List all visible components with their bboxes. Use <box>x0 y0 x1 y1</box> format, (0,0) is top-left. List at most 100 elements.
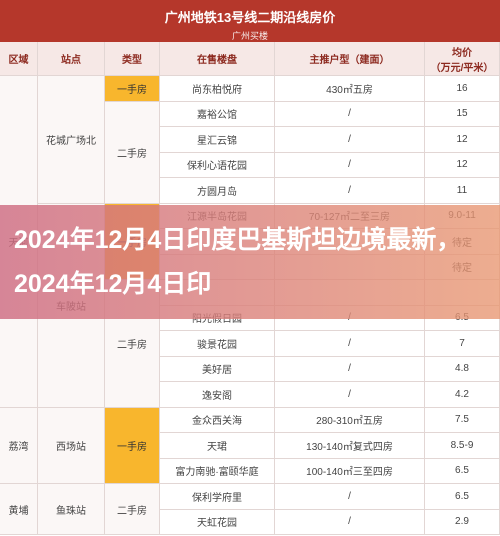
cell-text: / <box>348 184 351 196</box>
price-cell: 6.5 <box>425 484 500 510</box>
cell-text: 430㎡五房 <box>326 84 373 96</box>
cell-text: / <box>348 388 351 400</box>
cell-text: 280-310㎡五房 <box>316 416 383 428</box>
price-cell: 7 <box>425 331 500 357</box>
estate-cell: 富力南驰·富颐华庭 <box>160 458 275 484</box>
cell-text: 11 <box>456 184 468 196</box>
price-cell: 15 <box>425 101 500 127</box>
cell-text: 保利心语花园 <box>187 161 247 173</box>
title: 广州地铁13号线二期沿线房价 <box>164 10 336 25</box>
estate-cell: 保利心语花园 <box>160 152 275 178</box>
price-cell: 16 <box>425 76 500 102</box>
cell-text: 站点 <box>61 55 81 66</box>
type-cell: 二手房 <box>105 484 160 535</box>
cell-text: 15 <box>456 108 468 120</box>
cell-text: 2.9 <box>455 516 469 528</box>
cell-text: 天虹花园 <box>197 518 237 530</box>
cell-text: 二手房 <box>117 505 147 517</box>
cell-text: 鱼珠站 <box>56 505 86 517</box>
cell-text: 嘉裕公馆 <box>197 110 237 122</box>
cell-text: 花城广场北 <box>46 135 96 147</box>
layout-cell: / <box>275 356 425 382</box>
layout-cell: / <box>275 484 425 510</box>
column-header: 站点 <box>38 42 105 76</box>
price-cell: 11 <box>425 178 500 204</box>
cell-text: 8.5-9 <box>450 439 474 451</box>
cell-text: 二手房 <box>117 148 147 160</box>
cell-text: 4.2 <box>455 388 469 400</box>
station-cell: 鱼珠站 <box>38 484 105 535</box>
column-header: 区域 <box>0 42 38 76</box>
cell-text: 二手房 <box>117 339 147 351</box>
layout-cell: / <box>275 331 425 357</box>
region-cell: 黄埔 <box>0 484 38 535</box>
cell-text: 西场站 <box>56 441 86 453</box>
cell-text: / <box>348 337 351 349</box>
cell-text: 黄埔 <box>8 505 29 517</box>
price-cell: 12 <box>425 152 500 178</box>
title-bar: 广州地铁13号线二期沿线房价 广州买楼 <box>0 0 500 42</box>
cell-text: 天珺 <box>207 441 227 453</box>
cell-text: 6.5 <box>455 490 469 502</box>
cell-text: 荔湾 <box>8 441 29 453</box>
station-cell: 西场站 <box>38 407 105 484</box>
cell-text: 12 <box>456 133 468 145</box>
cell-text: 100-140㎡三至四房 <box>306 467 393 479</box>
column-header: 主推户型（建面） <box>275 42 425 76</box>
estate-cell: 嘉裕公馆 <box>160 101 275 127</box>
cell-text: 4.8 <box>455 363 469 375</box>
cell-text: 7 <box>459 337 465 349</box>
cell-text: 主推户型（建面） <box>309 55 390 66</box>
estate-cell: 骏景花园 <box>160 331 275 357</box>
type-cell: 一手房 <box>105 76 160 102</box>
cell-text: 区域 <box>8 55 29 66</box>
estate-cell: 保利学府里 <box>160 484 275 510</box>
cell-text: 骏景花园 <box>197 339 237 351</box>
cell-text: 在售楼盘 <box>197 55 237 66</box>
cell-text: 金众西关海 <box>192 416 242 428</box>
column-header: 类型 <box>105 42 160 76</box>
layout-cell: / <box>275 382 425 408</box>
layout-cell: / <box>275 127 425 153</box>
cell-text: 一手房 <box>117 441 147 453</box>
cell-text: / <box>348 108 351 120</box>
type-cell: 一手房 <box>105 407 160 484</box>
region-cell: 荔湾 <box>0 407 38 484</box>
cell-text: 阳光假日园 <box>192 314 242 326</box>
cell-text: / <box>348 490 351 502</box>
cell-text: / <box>348 159 351 171</box>
cell-text: 方圆月岛 <box>197 186 237 198</box>
estate-cell: 逸安阁 <box>160 382 275 408</box>
estate-cell: 尚东柏悦府 <box>160 76 275 102</box>
cell-text: 类型 <box>122 55 142 66</box>
layout-cell: / <box>275 509 425 535</box>
overlay-banner: 2024年12月4日印度巴基斯坦边境最新，2024年12月4日印 <box>0 205 500 319</box>
layout-cell: 130-140㎡复式四房 <box>275 433 425 459</box>
cell-text: （万元/平米） <box>430 62 494 74</box>
price-cell: 12 <box>425 127 500 153</box>
cell-text: 美好居 <box>202 365 232 377</box>
overlay-title: 2024年12月4日印度巴基斯坦边境最新，2024年12月4日印 <box>14 226 462 298</box>
cell-text: 逸安阁 <box>202 390 232 402</box>
cell-text: 7.5 <box>455 414 469 426</box>
layout-cell: / <box>275 101 425 127</box>
layout-cell: 430㎡五房 <box>275 76 425 102</box>
estate-cell: 天珺 <box>160 433 275 459</box>
layout-cell: 100-140㎡三至四房 <box>275 458 425 484</box>
layout-cell: 280-310㎡五房 <box>275 407 425 433</box>
cell-text: 富力南驰·富颐华庭 <box>175 467 259 479</box>
layout-cell: / <box>275 178 425 204</box>
price-cell: 7.5 <box>425 407 500 433</box>
estate-cell: 美好居 <box>160 356 275 382</box>
estate-cell: 天虹花园 <box>160 509 275 535</box>
estate-cell: 金众西关海 <box>160 407 275 433</box>
price-cell: 4.8 <box>425 356 500 382</box>
subtitle: 广州买楼 <box>231 31 268 41</box>
layout-cell: / <box>275 152 425 178</box>
price-cell: 6.5 <box>425 458 500 484</box>
cell-text: / <box>348 133 351 145</box>
cell-text: 保利学府里 <box>192 492 242 504</box>
cell-text: 12 <box>456 159 468 171</box>
price-cell: 4.2 <box>425 382 500 408</box>
